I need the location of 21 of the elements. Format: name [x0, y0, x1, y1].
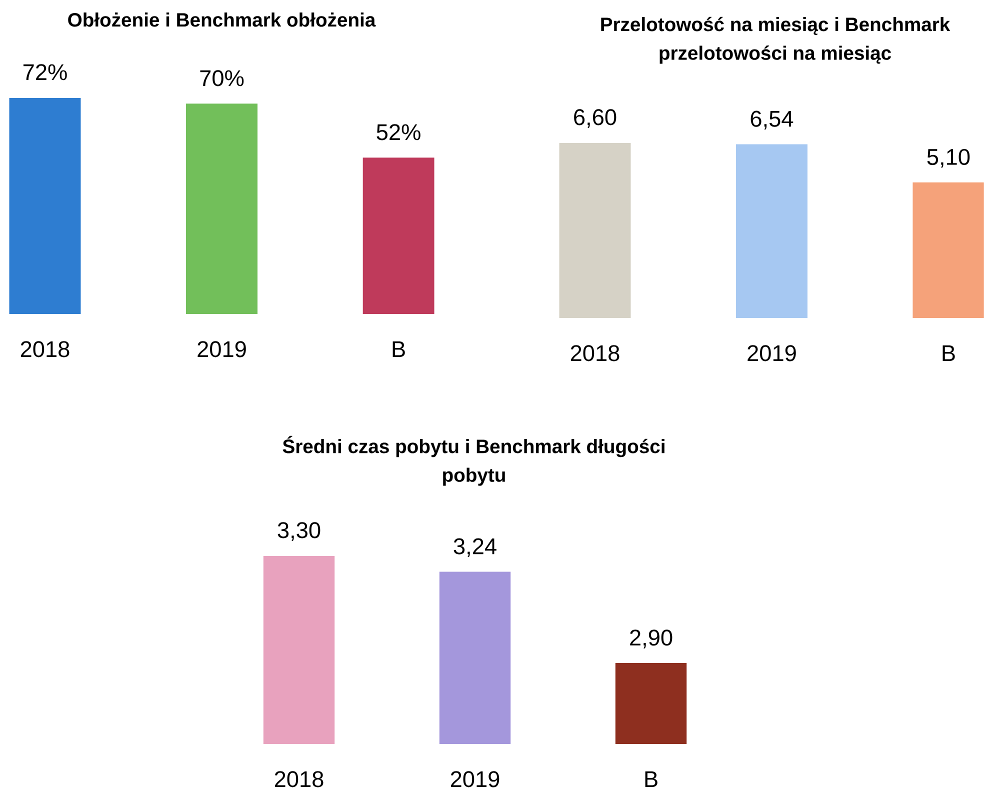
data-label: 5,10	[927, 148, 970, 168]
data-label: 70%	[200, 70, 244, 86]
data-label: 3,30	[278, 522, 320, 541]
data-label: 6,60	[574, 109, 616, 128]
data-label: 3,24	[454, 538, 496, 558]
x-tick-label: 2018	[20, 341, 70, 358]
x-tick-label: 2019	[748, 345, 796, 362]
x-tick-label: 2019	[198, 341, 246, 358]
chart-title: Średni czas pobytu i Benchmark długości pobytu	[282, 436, 664, 486]
x-tick-label: 2018	[274, 771, 324, 788]
x-tick-label: 2018	[570, 345, 620, 362]
chart-title: Obłożenie i Benchmark obłożenia	[68, 12, 376, 27]
data-label: 6,54	[750, 110, 794, 130]
data-label: 52%	[376, 124, 420, 140]
x-tick-label: B	[942, 345, 955, 361]
chart-title: Przelotowość na miesiąc i Benchmark przelotowości na miesiąc	[601, 16, 950, 64]
data-label: 72%	[23, 64, 67, 80]
x-tick-label: 2019	[450, 771, 500, 788]
x-tick-label: B	[645, 771, 658, 787]
x-tick-label: B	[392, 341, 405, 357]
data-label: 2,90	[630, 630, 672, 648]
